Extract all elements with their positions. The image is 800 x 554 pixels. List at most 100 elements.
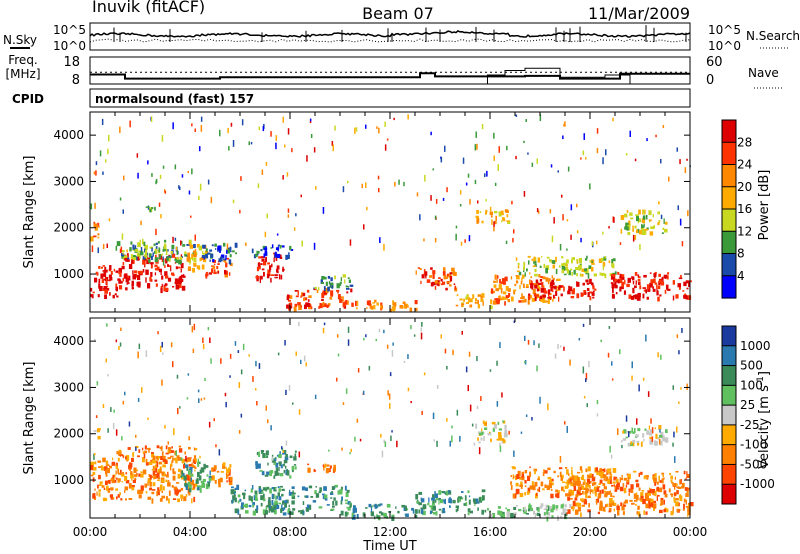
velocity-cell [318,506,323,509]
velocity-cell [483,436,485,442]
velocity-cell [572,500,576,507]
velocity-cell [101,465,104,469]
velocity-cell [615,478,619,483]
velocity-cell [527,487,531,493]
power-cell [657,296,660,302]
velocity-cell [119,455,122,457]
velocity-cell [103,487,106,490]
power-cell [200,116,203,122]
velocity-cell [117,457,120,462]
power-cell [584,268,587,272]
power-cell [286,296,290,300]
velocity-cell [513,506,517,510]
velocity-cell [165,496,168,501]
power-cell [644,228,649,231]
velocity-cell [172,361,174,368]
power-cell [190,215,192,218]
x-tick-label: 00:00 [673,525,708,539]
power-cell [515,114,518,117]
power-cell [114,293,117,296]
power-cell [136,257,140,261]
velocity-cell [193,496,196,503]
power-cell [181,278,184,282]
power-cell [517,265,520,269]
power-cell [340,277,342,282]
velocity-cell [307,467,311,473]
velocity-cell [391,430,393,433]
power-cell [167,264,170,267]
velocity-cell [252,510,256,516]
power-cell [592,296,595,299]
velocity-cell [624,499,628,504]
power-cell [212,259,215,263]
power-cell [542,276,546,280]
velocity-cell [569,504,572,508]
power-cell [614,271,617,275]
velocity-cell [271,500,274,506]
velocity-cell [582,323,585,327]
power-cell [629,223,631,226]
velocity-cell [608,326,611,329]
power-cell [493,155,495,161]
velocity-cell [583,479,586,484]
power-cell [617,279,620,284]
velocity-cell [238,382,241,389]
velocity-cell [660,500,664,506]
power-cell [634,272,638,276]
power-cell [584,258,588,261]
velocity-cell [522,507,525,510]
velocity-cell [679,495,683,502]
velocity-cell [109,494,114,498]
velocity-cell [598,492,602,498]
power-cell [535,279,539,284]
power-cell [566,248,568,251]
velocity-cell [288,384,291,391]
power-cell [154,279,158,282]
power-cell [376,302,379,306]
velocity-cell [289,455,293,459]
power-cell [500,298,502,301]
velocity-cell [653,440,657,446]
velocity-cell [674,476,676,480]
velocity-cell [631,375,633,381]
velocity-cell [634,428,636,433]
velocity-cell [548,512,551,517]
power-cell [265,256,267,263]
velocity-cell [362,512,366,517]
power-cell [119,271,122,277]
velocity-cell [105,358,107,363]
power-cell [637,228,640,233]
power-cell [188,239,192,245]
power-cell [154,272,157,276]
velocity-cell [234,508,238,514]
power-cell [365,182,367,188]
power-cell [642,293,645,299]
power-cell [611,259,613,264]
velocity-cell [149,487,152,491]
velocity-cell [515,482,519,487]
power-cell [481,220,484,224]
velocity-cell [434,491,436,496]
power-cell [225,270,228,275]
velocity-cell [125,498,127,501]
velocity-cell [260,495,264,501]
power-cell [278,274,281,280]
power-cell [620,228,623,234]
velocity-cell [133,467,137,473]
power-cell [274,274,278,276]
power-cell [484,173,486,178]
power-cell [142,256,146,260]
velocity-cell [156,473,160,479]
velocity-cell [602,474,606,479]
power-cell [327,276,331,279]
velocity-cell [121,480,123,483]
power-cell [472,294,475,299]
power-cell [123,255,128,258]
velocity-cell [111,461,116,466]
velocity-cell [596,471,599,475]
power-cell [642,287,647,289]
velocity-cell [497,506,501,509]
power-cell [115,270,119,273]
nave-label: Nave [748,66,779,80]
power-cell [287,208,290,213]
